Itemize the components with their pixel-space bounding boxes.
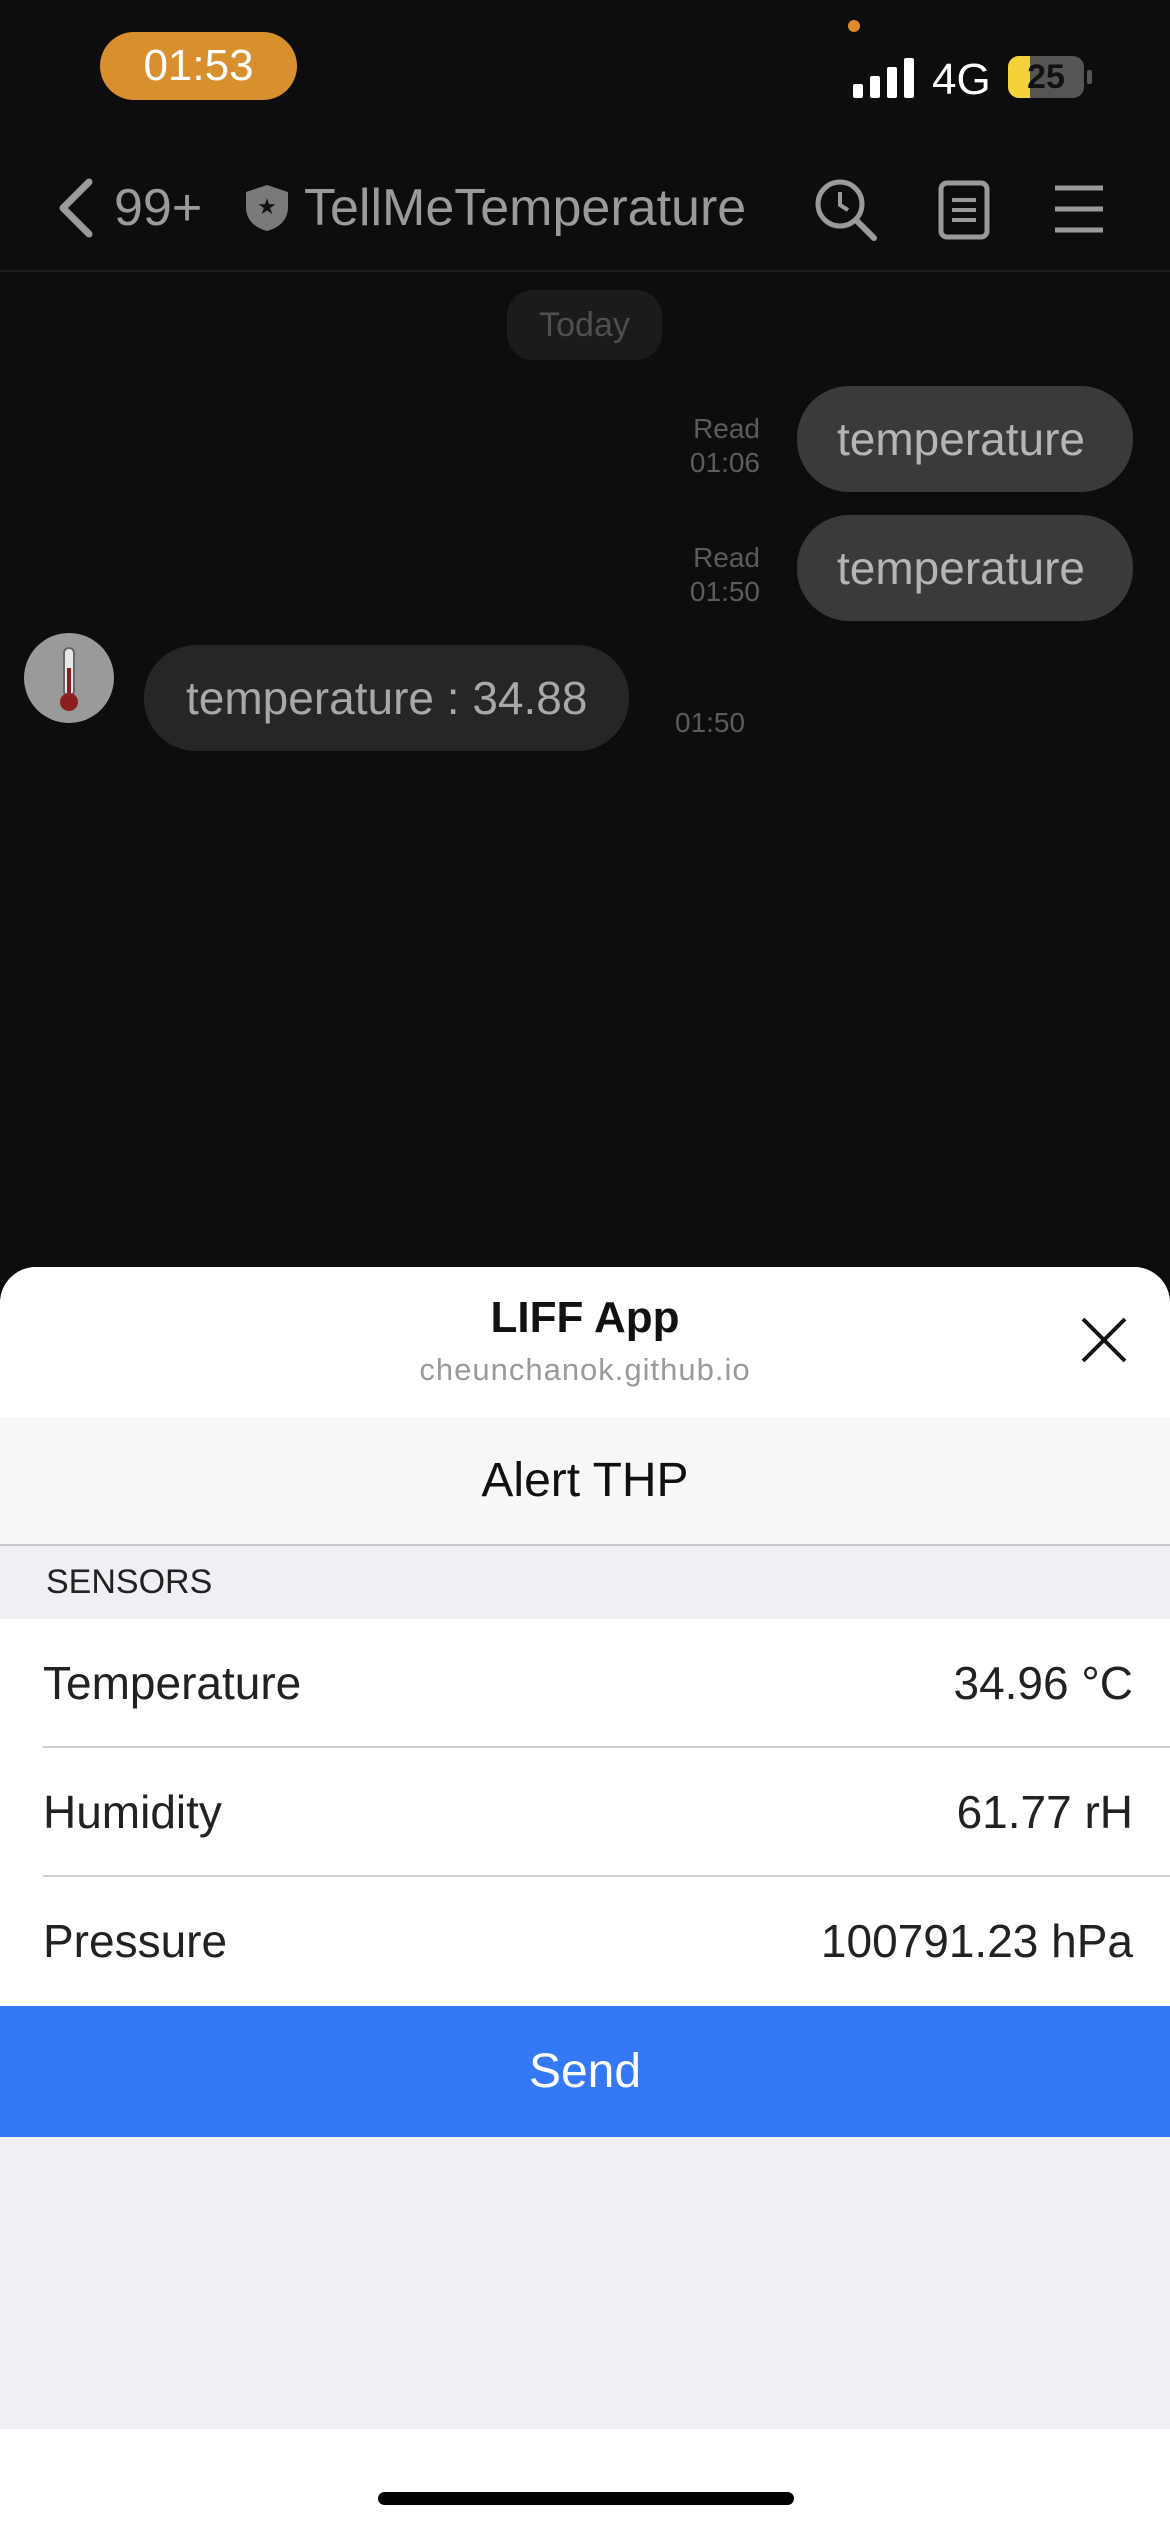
signal-icon [853,58,914,98]
row-separator [43,1875,1170,1877]
send-button[interactable]: Send [0,2006,1170,2137]
search-icon[interactable] [812,176,878,242]
message-time: 01:50 [689,576,760,607]
notes-icon[interactable] [938,180,990,240]
section-label: SENSORS [46,1563,213,1601]
sheet-title: LIFF App [490,1293,680,1342]
chat-title: TellMeTemperature [304,179,747,237]
home-indicator [378,2492,794,2505]
page-header: Alert THP [0,1417,1170,1546]
back-icon[interactable] [55,178,95,238]
message-meta: Read 01:06 [690,412,760,480]
status-time: 01:53 [100,32,297,100]
sensor-row: Pressure 100791.23 hPa [0,1877,1170,2006]
battery-level: 25 [1027,58,1065,96]
sent-bubble: temperature [796,386,1133,492]
sensor-label: Pressure [43,1915,228,1967]
sensor-row: Humidity 61.77 rH [0,1748,1170,1877]
privacy-dot [848,20,860,32]
nav-divider [0,270,1170,272]
battery-tip [1087,70,1092,84]
liff-sheet: LIFF App cheunchanok.github.io Alert THP… [0,1267,1170,2532]
message-meta: Read 01:50 [690,541,760,609]
sent-bubble: temperature [796,515,1133,621]
sensor-label: Humidity [43,1786,222,1838]
date-chip: Today [507,290,662,360]
sensor-value: 61.77 rH [956,1786,1133,1838]
sensor-row: Temperature 34.96 °C [0,1619,1170,1748]
menu-icon[interactable] [1053,184,1105,234]
read-status: Read [693,542,760,573]
network-label: 4G [932,55,991,104]
sensor-label: Temperature [43,1657,302,1709]
battery: 25 [1008,56,1084,98]
received-bubble: temperature : 34.88 [144,645,630,751]
row-separator [43,1746,1170,1748]
bot-avatar [24,633,114,723]
message-time: 01:06 [689,447,760,478]
sheet-header [0,1267,1170,1417]
read-status: Read [693,413,760,444]
sensor-value: 34.96 °C [953,1657,1133,1709]
close-icon[interactable] [1081,1317,1127,1363]
back-count[interactable]: 99+ [114,179,203,237]
sheet-domain: cheunchanok.github.io [419,1352,751,1387]
svg-text:★: ★ [257,194,277,219]
home-area [0,2429,1170,2532]
message-time: 01:50 [675,707,746,738]
shield-icon: ★ [246,185,288,231]
sensor-value: 100791.23 hPa [820,1915,1133,1967]
